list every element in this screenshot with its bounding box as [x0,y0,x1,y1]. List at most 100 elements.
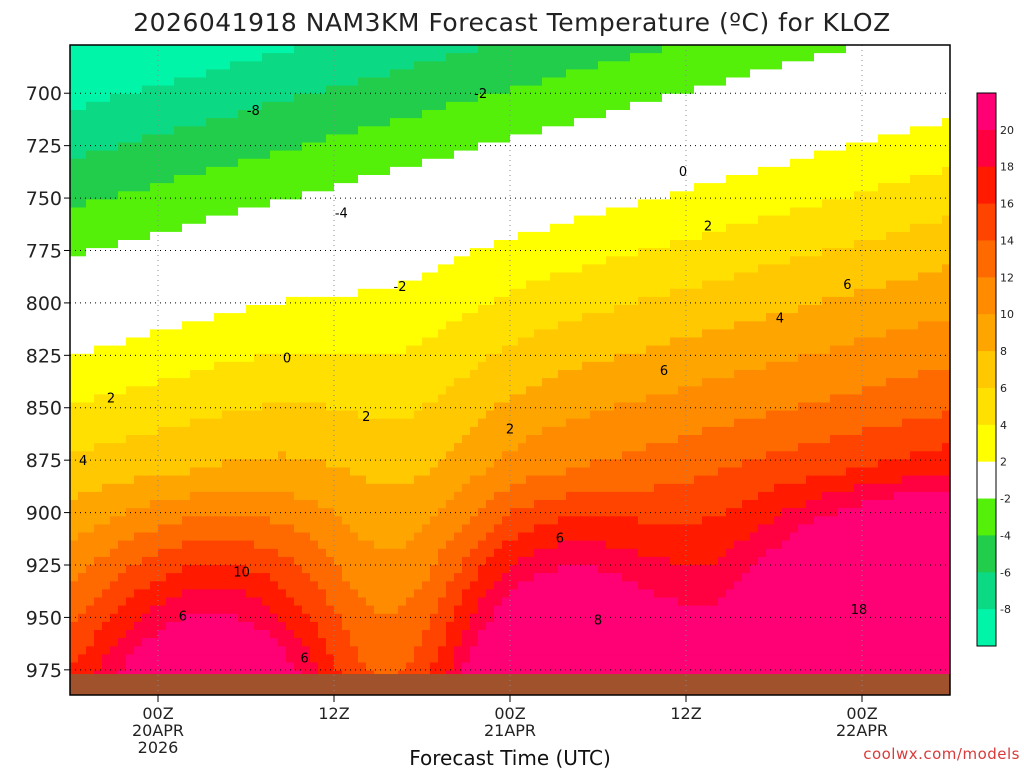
field-cell [206,581,215,591]
field-cell [190,459,199,469]
field-cell [366,69,375,79]
field-cell [238,402,247,412]
field-cell [342,435,351,444]
field-cell [254,613,263,623]
field-cell [262,110,271,119]
field-cell [262,565,271,574]
field-cell [214,150,223,160]
field-cell [94,240,103,249]
field-cell [270,264,279,274]
field-cell [406,605,415,615]
field-cell [550,199,559,209]
field-cell [558,410,567,420]
field-cell [494,548,503,558]
field-cell [142,264,151,274]
field-cell [198,378,207,387]
field-cell [374,313,383,322]
field-cell [70,61,79,71]
field-cell [158,451,167,461]
field-cell [534,183,543,192]
field-cell [286,662,295,672]
field-cell [398,443,407,452]
field-cell [510,394,519,404]
field-cell [454,540,463,550]
field-cell [206,175,215,184]
field-cell [406,101,415,111]
field-cell [134,53,143,62]
field-cell [470,53,479,62]
field-cell [510,435,519,444]
field-cell [462,605,471,615]
field-cell [86,158,95,168]
field-cell [390,101,399,111]
field-cell [454,126,463,136]
field-cell [166,500,175,509]
field-cell [526,215,535,225]
field-cell [358,426,367,436]
field-cell [238,337,247,347]
field-cell [126,630,135,639]
field-cell [454,573,463,582]
field-cell [294,158,303,168]
field-cell [78,516,87,526]
field-cell [294,313,303,322]
field-cell [294,613,303,623]
field-cell [486,101,495,111]
field-cell [246,126,255,136]
field-cell [358,581,367,591]
field-cell [310,191,319,201]
field-cell [278,524,287,534]
field-cell [366,85,375,95]
field-cell [246,467,255,477]
field-cell [486,150,495,160]
field-cell [558,361,567,371]
field-cell [382,158,391,168]
field-cell [278,467,287,477]
field-cell [310,142,319,152]
field-cell [334,240,343,249]
field-cell [518,150,527,160]
field-cell [230,223,239,233]
field-cell [478,191,487,201]
field-cell [510,353,519,363]
field-cell [78,443,87,452]
field-cell [134,662,143,672]
field-cell [182,345,191,355]
field-cell [422,589,431,599]
field-cell [550,418,559,428]
field-cell [318,613,327,623]
field-cell [110,296,119,306]
field-cell [166,524,175,534]
field-cell [478,394,487,404]
field-cell [390,199,399,209]
field-cell [134,581,143,591]
field-cell [534,426,543,436]
field-cell [494,69,503,79]
field-cell [78,77,87,87]
field-cell [230,142,239,152]
field-cell [78,101,87,111]
field-cell [286,435,295,444]
field-cell [350,613,359,623]
field-cell [166,248,175,257]
field-cell [262,491,271,501]
field-cell [270,337,279,347]
field-cell [70,231,79,241]
field-cell [462,110,471,119]
field-cell [286,142,295,152]
field-cell [478,548,487,558]
field-cell [422,280,431,290]
field-cell [414,191,423,201]
field-cell [118,53,127,62]
field-cell [398,378,407,387]
field-cell [110,605,119,615]
field-cell [294,556,303,566]
field-cell [214,621,223,631]
field-cell [214,378,223,387]
field-cell [342,654,351,664]
field-cell [534,288,543,298]
field-cell [446,142,455,152]
field-cell [430,459,439,469]
field-cell [422,475,431,485]
field-cell [422,126,431,136]
